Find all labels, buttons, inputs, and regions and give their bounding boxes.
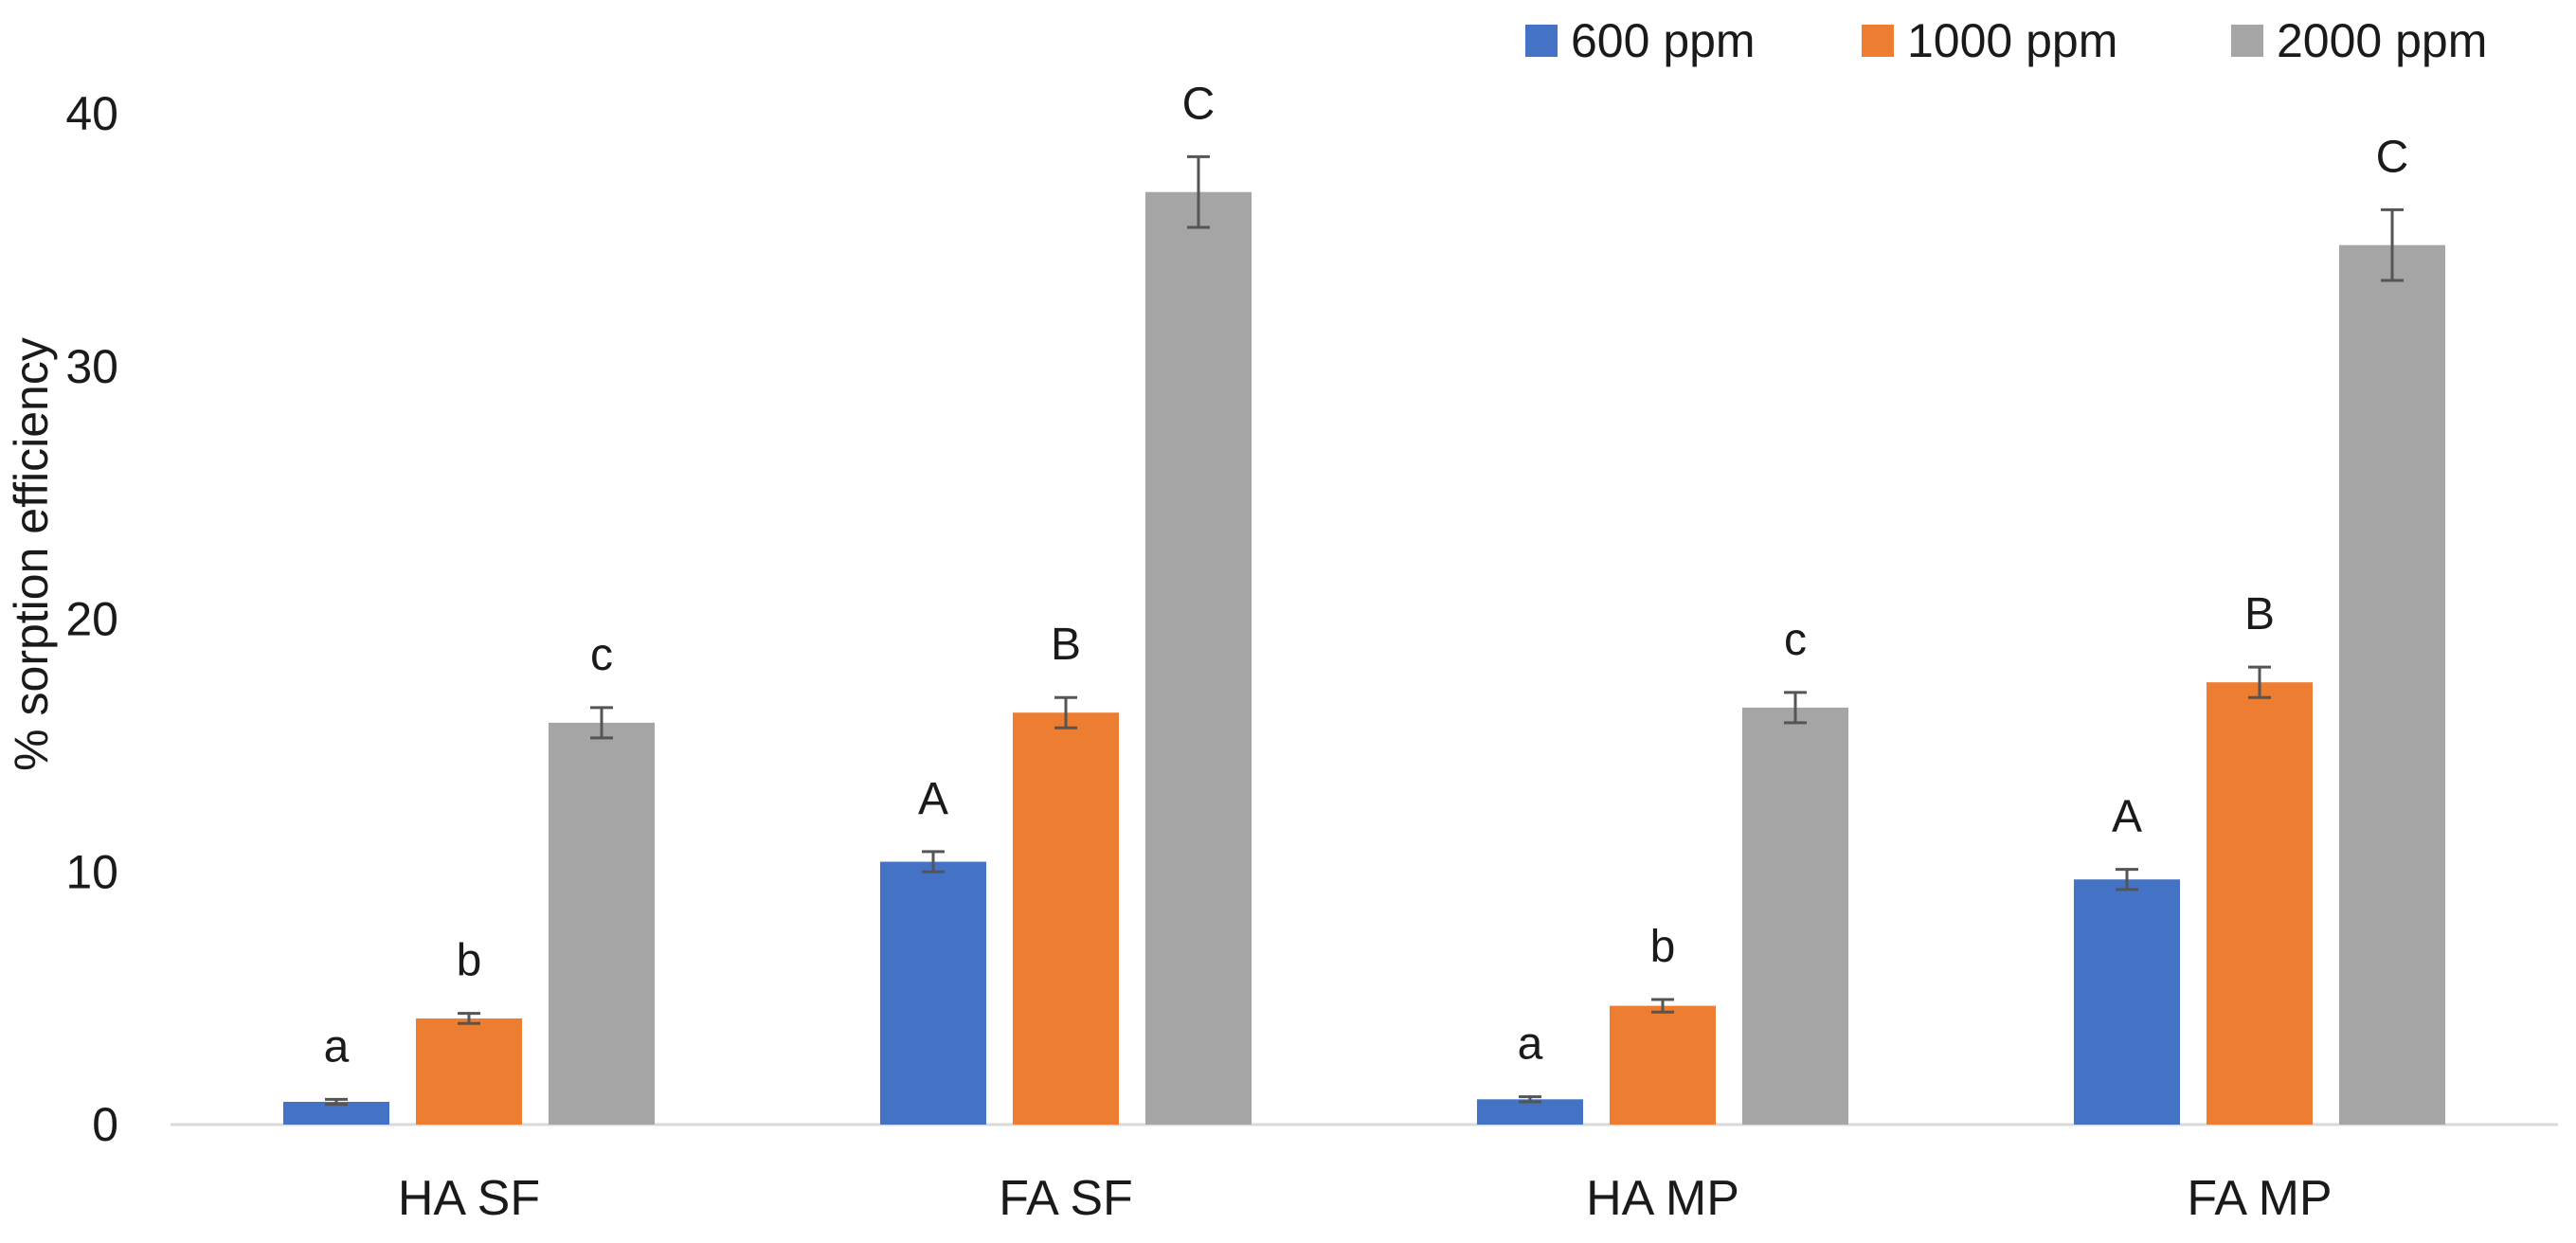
significance-label: c [1784,615,1807,665]
significance-label: a [324,1021,350,1072]
significance-label: c [590,630,613,680]
bar [1145,191,1252,1125]
bar [1610,1005,1716,1125]
bar [880,861,986,1125]
significance-label: C [1182,79,1216,129]
x-category-label: HA SF [398,1171,540,1226]
significance-label: C [2376,132,2409,182]
x-category-label: FA MP [2187,1171,2332,1226]
legend-label: 1000 ppm [1907,14,2117,67]
legend-label: 600 ppm [1571,14,1756,67]
legend-label: 2000 ppm [2277,14,2487,67]
bar [416,1018,522,1125]
x-category-label: HA MP [1586,1171,1739,1226]
significance-label: A [2112,792,2142,842]
y-tick-label: 30 [65,340,118,393]
bar [2339,244,2445,1126]
y-tick-label: 20 [65,593,118,646]
significance-label: B [2244,589,2275,640]
significance-label: B [1051,620,1081,670]
legend-swatch [2231,25,2263,57]
significance-label: b [457,936,482,986]
bar [2074,879,2180,1125]
bar [1477,1099,1583,1125]
bar [1013,712,1119,1125]
legend: 600 ppm 1000 ppm 2000 ppm [1525,14,2487,67]
y-tick-label: 40 [65,87,118,140]
legend-swatch [1862,25,1894,57]
y-axis-title: % sorption efficiency [5,337,58,771]
bar [1742,707,1848,1125]
bar [2207,682,2313,1125]
x-category-label: FA SF [999,1171,1133,1226]
significance-label: a [1518,1019,1543,1070]
bar [549,722,655,1125]
significance-label: A [918,774,948,824]
significance-label: b [1650,922,1676,972]
y-tick-label: 0 [92,1098,118,1151]
legend-swatch [1525,25,1558,57]
y-tick-label: 10 [65,845,118,898]
